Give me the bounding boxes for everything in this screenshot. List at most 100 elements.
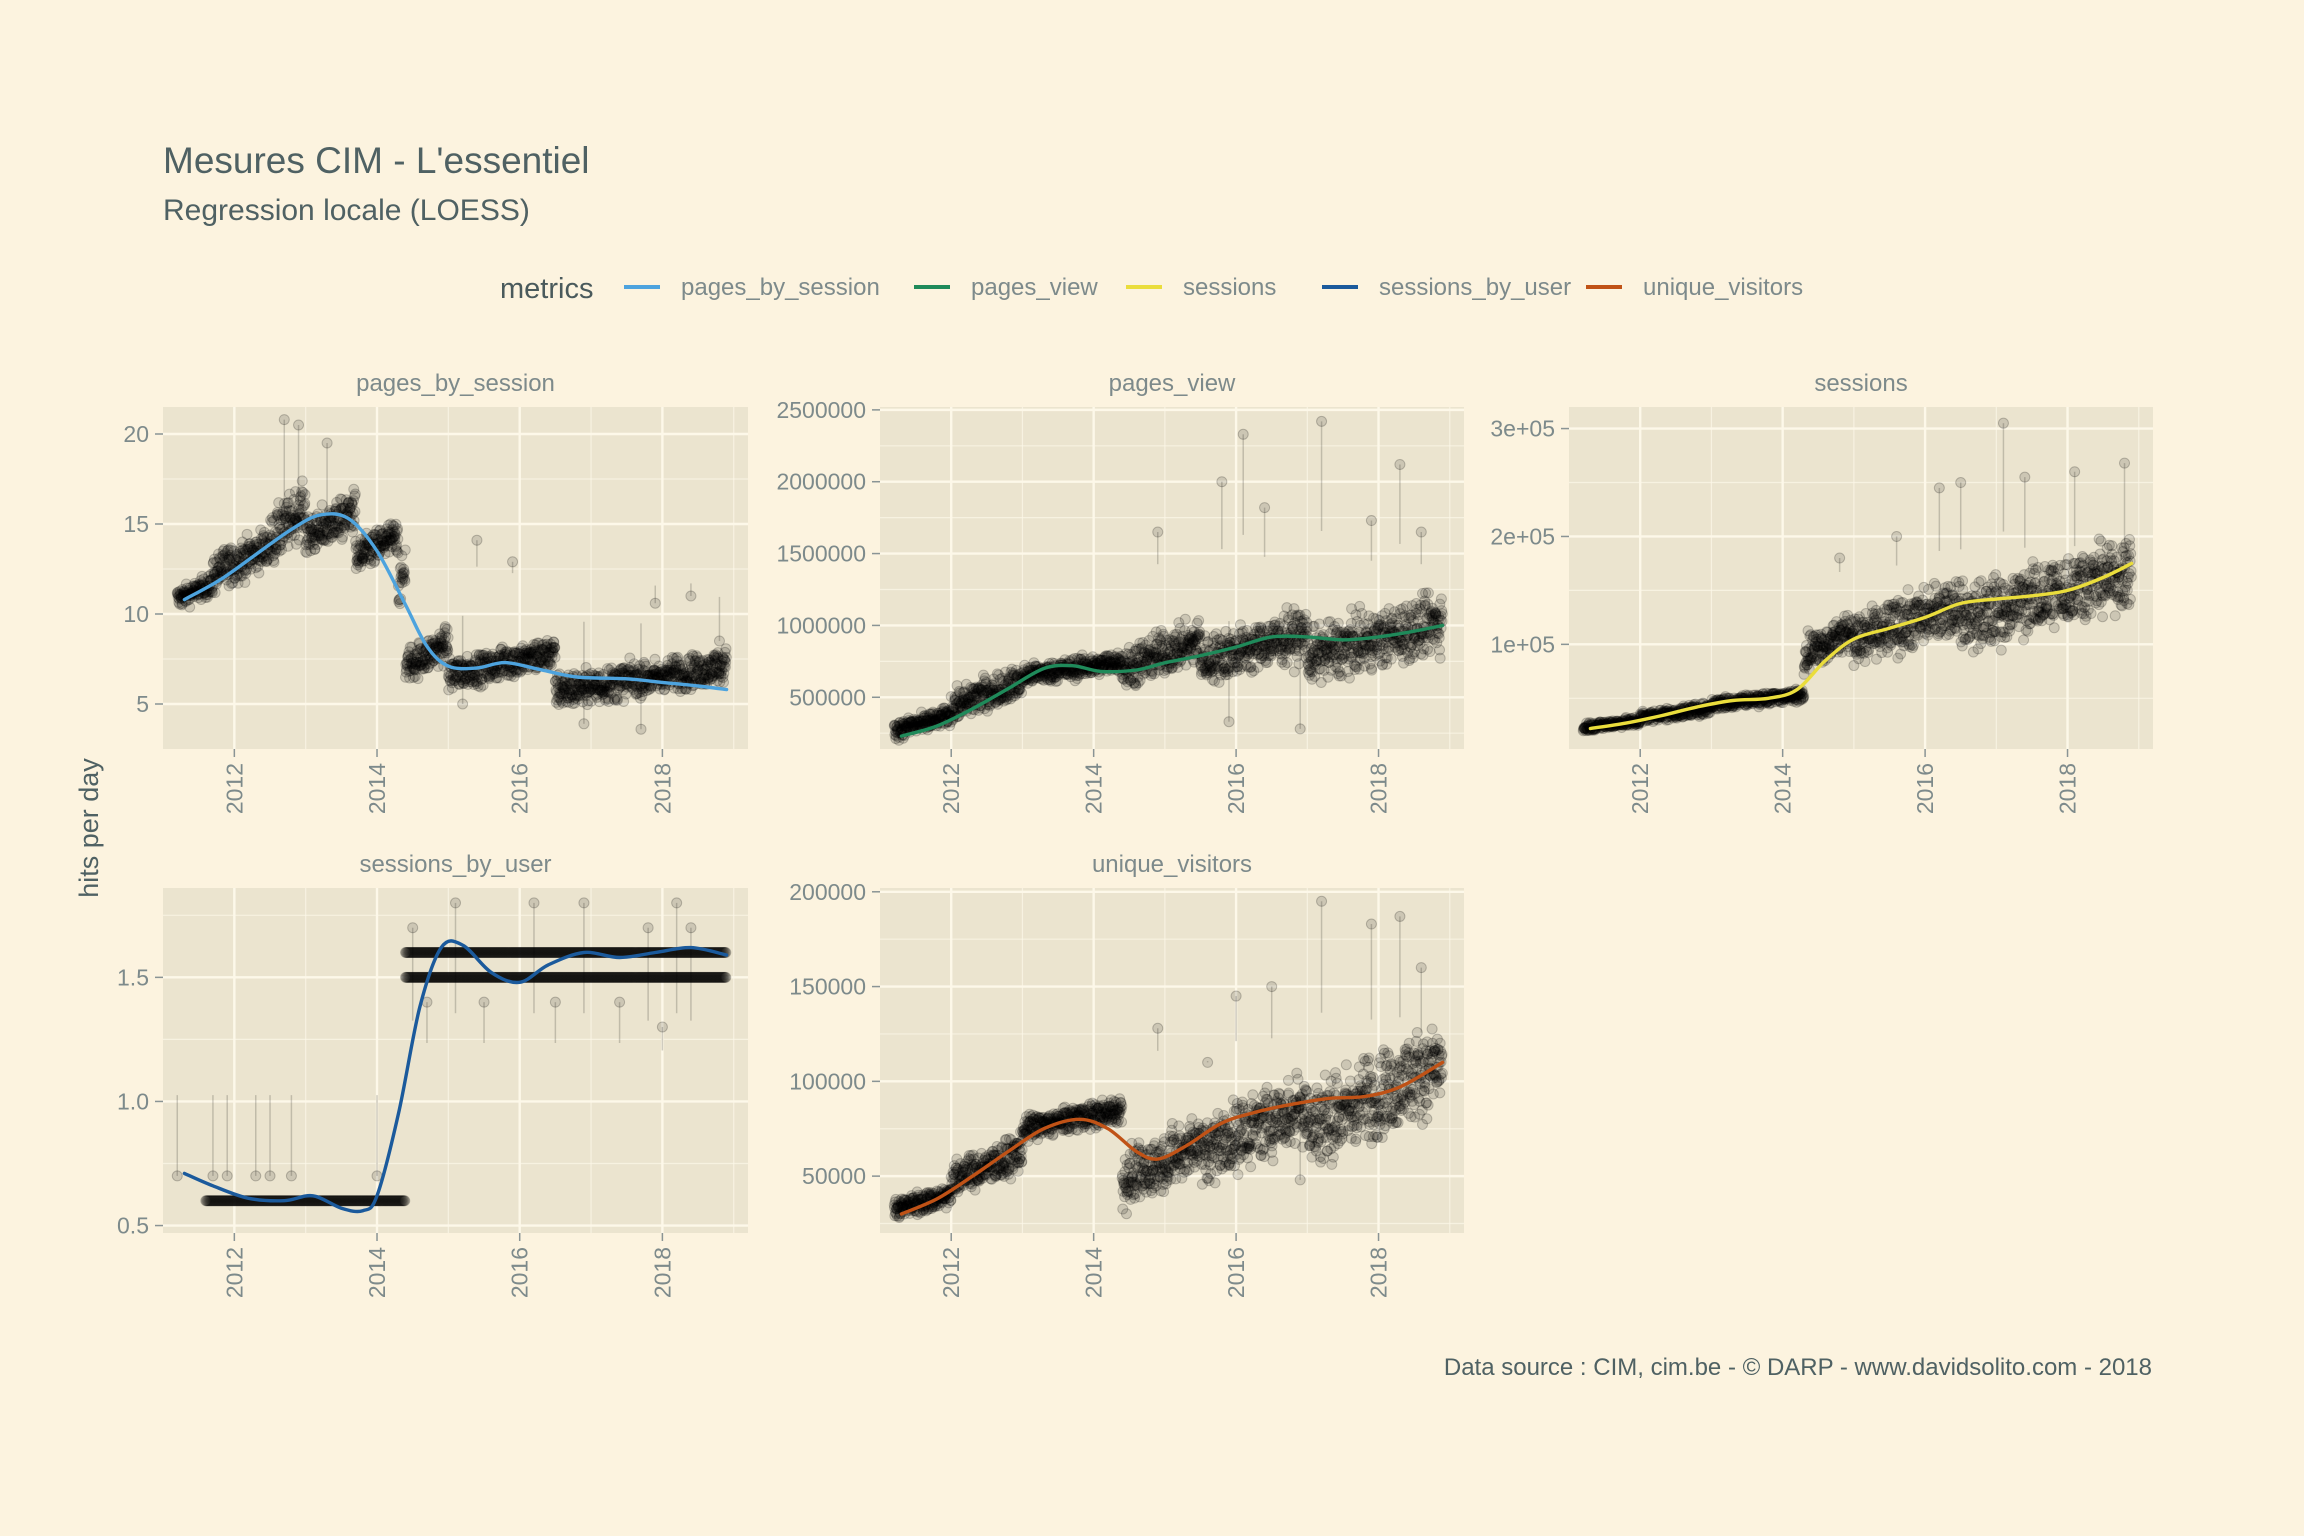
data-point [214, 566, 226, 578]
data-point [208, 556, 220, 568]
data-point [196, 577, 208, 589]
data-point [649, 597, 661, 609]
data-point [254, 555, 266, 567]
data-point [471, 534, 483, 546]
data-point [243, 538, 255, 550]
chart-subtitle: Regression locale (LOESS) [163, 194, 530, 227]
data-point [278, 414, 290, 426]
data-point [220, 560, 232, 572]
data-point [293, 419, 305, 431]
data-point [238, 547, 250, 559]
data-point [258, 526, 270, 538]
data-point [173, 590, 185, 602]
data-point [242, 541, 254, 553]
y-axis-title: hits per day [74, 758, 104, 898]
data-point [720, 651, 732, 663]
y-tick-label: 2500000 [776, 397, 866, 423]
data-point [217, 549, 229, 561]
data-point [1179, 613, 1191, 625]
data-point [223, 580, 235, 592]
data-point [1385, 653, 1397, 665]
data-point [1294, 723, 1306, 735]
data-point [172, 591, 184, 603]
data-point [231, 550, 243, 562]
data-point [258, 553, 270, 565]
data-point [253, 567, 265, 579]
data-point [187, 580, 199, 592]
data-point [1435, 593, 1447, 605]
data-point [173, 596, 185, 608]
data-point [232, 551, 244, 563]
panel-strip-label: pages_by_session [356, 370, 555, 397]
data-point [253, 538, 265, 550]
data-point [1152, 526, 1164, 538]
data-point [171, 587, 183, 599]
data-point [244, 540, 256, 552]
data-point [223, 551, 235, 563]
data-point [1223, 716, 1235, 728]
data-point [217, 545, 229, 557]
data-point [222, 544, 234, 556]
data-point [208, 568, 220, 580]
data-point [1798, 691, 1810, 703]
data-point [241, 543, 253, 555]
data-point [175, 589, 187, 601]
data-point [226, 577, 238, 589]
data-point [243, 544, 255, 556]
data-point [172, 586, 184, 598]
data-point [201, 591, 213, 603]
y-tick-label: 10 [123, 601, 149, 627]
chart-title: Mesures CIM - L'essentiel [163, 140, 590, 181]
x-tick-label: 2018 [649, 763, 675, 814]
data-point [1332, 617, 1344, 629]
data-point [1859, 656, 1871, 668]
data-point [206, 587, 218, 599]
data-point [213, 548, 225, 560]
data-point [176, 599, 188, 611]
data-point [213, 561, 225, 573]
data-point [255, 533, 267, 545]
data-point [262, 553, 274, 565]
data-point [208, 553, 220, 565]
data-point [1902, 584, 1914, 596]
data-point [412, 673, 424, 685]
data-point [1316, 415, 1328, 427]
data-point [1237, 428, 1249, 440]
data-point [1281, 657, 1293, 669]
y-tick-label: 1000000 [776, 612, 866, 638]
data-point [189, 580, 201, 592]
data-point [172, 588, 184, 600]
x-tick-label: 2012 [938, 763, 964, 814]
y-tick-label: 20 [123, 421, 149, 447]
data-point [236, 570, 248, 582]
data-point [174, 598, 186, 610]
y-tick-label: 2e+05 [1490, 523, 1555, 549]
data-point [241, 528, 253, 540]
data-point [1313, 618, 1325, 630]
data-point [391, 523, 403, 535]
y-tick-label: 500000 [789, 684, 866, 710]
data-point [214, 553, 226, 565]
data-point [207, 557, 219, 569]
data-point [256, 535, 268, 547]
data-point [257, 530, 269, 542]
data-point [1434, 652, 1446, 664]
y-tick-label: 3e+05 [1490, 416, 1555, 442]
data-point [213, 552, 225, 564]
data-point [257, 551, 269, 563]
data-point [261, 554, 273, 566]
data-point [257, 551, 269, 563]
data-point [1259, 502, 1271, 514]
data-point [321, 437, 333, 449]
data-point [249, 536, 261, 548]
data-point [224, 549, 236, 561]
data-point [244, 538, 256, 550]
data-point [232, 577, 244, 589]
data-point [189, 577, 201, 589]
data-point [399, 575, 411, 587]
data-point [225, 552, 237, 564]
data-point [174, 585, 186, 597]
data-point [229, 553, 241, 565]
